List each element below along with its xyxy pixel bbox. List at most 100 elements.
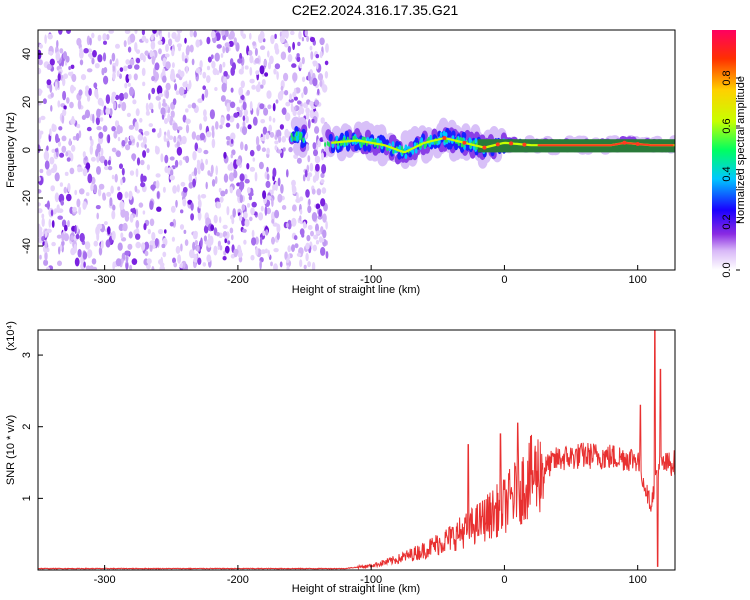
noise-blob [312,142,317,150]
noise-blob [309,109,315,119]
noise-blob [164,118,168,125]
noise-blob [72,206,77,213]
noise-blob [262,126,268,135]
noise-blob [44,251,48,261]
noise-blob [259,103,265,110]
noise-blob [128,190,133,201]
noise-blob [255,136,260,146]
noise-blob [98,131,104,139]
noise-blob [272,167,277,178]
noise-blob [299,61,303,69]
noise-blob [176,30,183,34]
noise-blob [103,75,109,85]
noise-blob [244,218,250,227]
noise-blob [127,82,131,87]
noise-blob [124,137,128,144]
noise-blob [79,47,83,54]
noise-blob [62,51,68,60]
noise-blob [110,185,114,194]
noise-blob [312,77,318,87]
noise-blob [56,40,59,48]
noise-blob [225,46,229,54]
track-blob [290,132,293,138]
noise-blob [230,87,234,93]
noise-blob [56,234,62,239]
noise-blob [152,30,157,34]
noise-blob [203,109,207,117]
noise-blob [249,101,253,111]
track-blob [331,142,335,149]
noise-blob [100,147,104,157]
noise-blob [42,98,47,105]
noise-blob [125,144,131,151]
track-blob [324,142,327,147]
noise-blob [157,40,163,45]
noise-blob [249,66,253,76]
noise-blob [107,159,111,166]
noise-blob [249,55,254,64]
colorbar-ticks: 0.0 0.2 0.4 0.6 0.8 [721,70,740,278]
noise-blob [251,201,257,208]
noise-blob [230,132,236,141]
noise-blob [135,57,141,64]
y-tick-label: 2 [21,424,33,430]
noise-blob [243,109,248,117]
noise-blob [51,220,55,228]
noise-blob [214,87,218,91]
noise-blob [79,167,83,172]
noise-blob [38,208,43,214]
noise-blob [189,44,194,53]
x-tick-label: 100 [629,274,647,286]
noise-blob [282,147,286,152]
noise-blob [49,58,55,66]
noise-blob [325,43,329,53]
noise-blob [135,108,140,117]
noise-blob [304,30,308,37]
noise-blob [133,229,138,236]
noise-blob [117,136,121,142]
noise-blob [259,236,263,246]
noise-blob [309,36,316,43]
track-peak-dot [522,142,527,147]
noise-blob [97,188,102,197]
noise-blob [119,126,123,134]
noise-blob [151,55,155,65]
noise-blob [257,33,264,44]
noise-blob [214,52,220,62]
noise-blob [97,34,102,42]
noise-blob [135,168,139,178]
noise-blob [262,230,266,236]
noise-blob [151,128,156,133]
noise-blob [46,228,52,233]
noise-blob [306,234,311,242]
noise-blob [250,207,255,216]
noise-blob [176,184,180,193]
noise-blob [155,145,158,150]
noise-blob [51,148,56,154]
noise-blob [191,58,195,66]
noise-blob [185,65,189,74]
noise-blob [57,100,61,108]
noise-blob [92,50,97,58]
noise-blob [187,84,190,92]
noise-blob [232,208,236,218]
noise-blob [185,108,189,113]
noise-blob [291,179,296,187]
noise-blob [102,33,107,41]
noise-blob [308,198,311,206]
noise-blob [322,229,327,239]
noise-blob [311,118,315,123]
noise-blob [116,124,122,135]
noise-blob [251,237,257,246]
noise-blob [228,172,235,182]
y-tick-label: 1 [21,495,33,501]
noise-blob [159,33,163,41]
noise-blob [263,107,269,116]
noise-blob [99,155,106,164]
noise-blob [299,259,303,268]
track-blob [291,136,294,142]
noise-blob [312,61,317,67]
noise-blob [252,116,258,126]
noise-blob [210,30,216,39]
noise-blob [270,34,275,45]
